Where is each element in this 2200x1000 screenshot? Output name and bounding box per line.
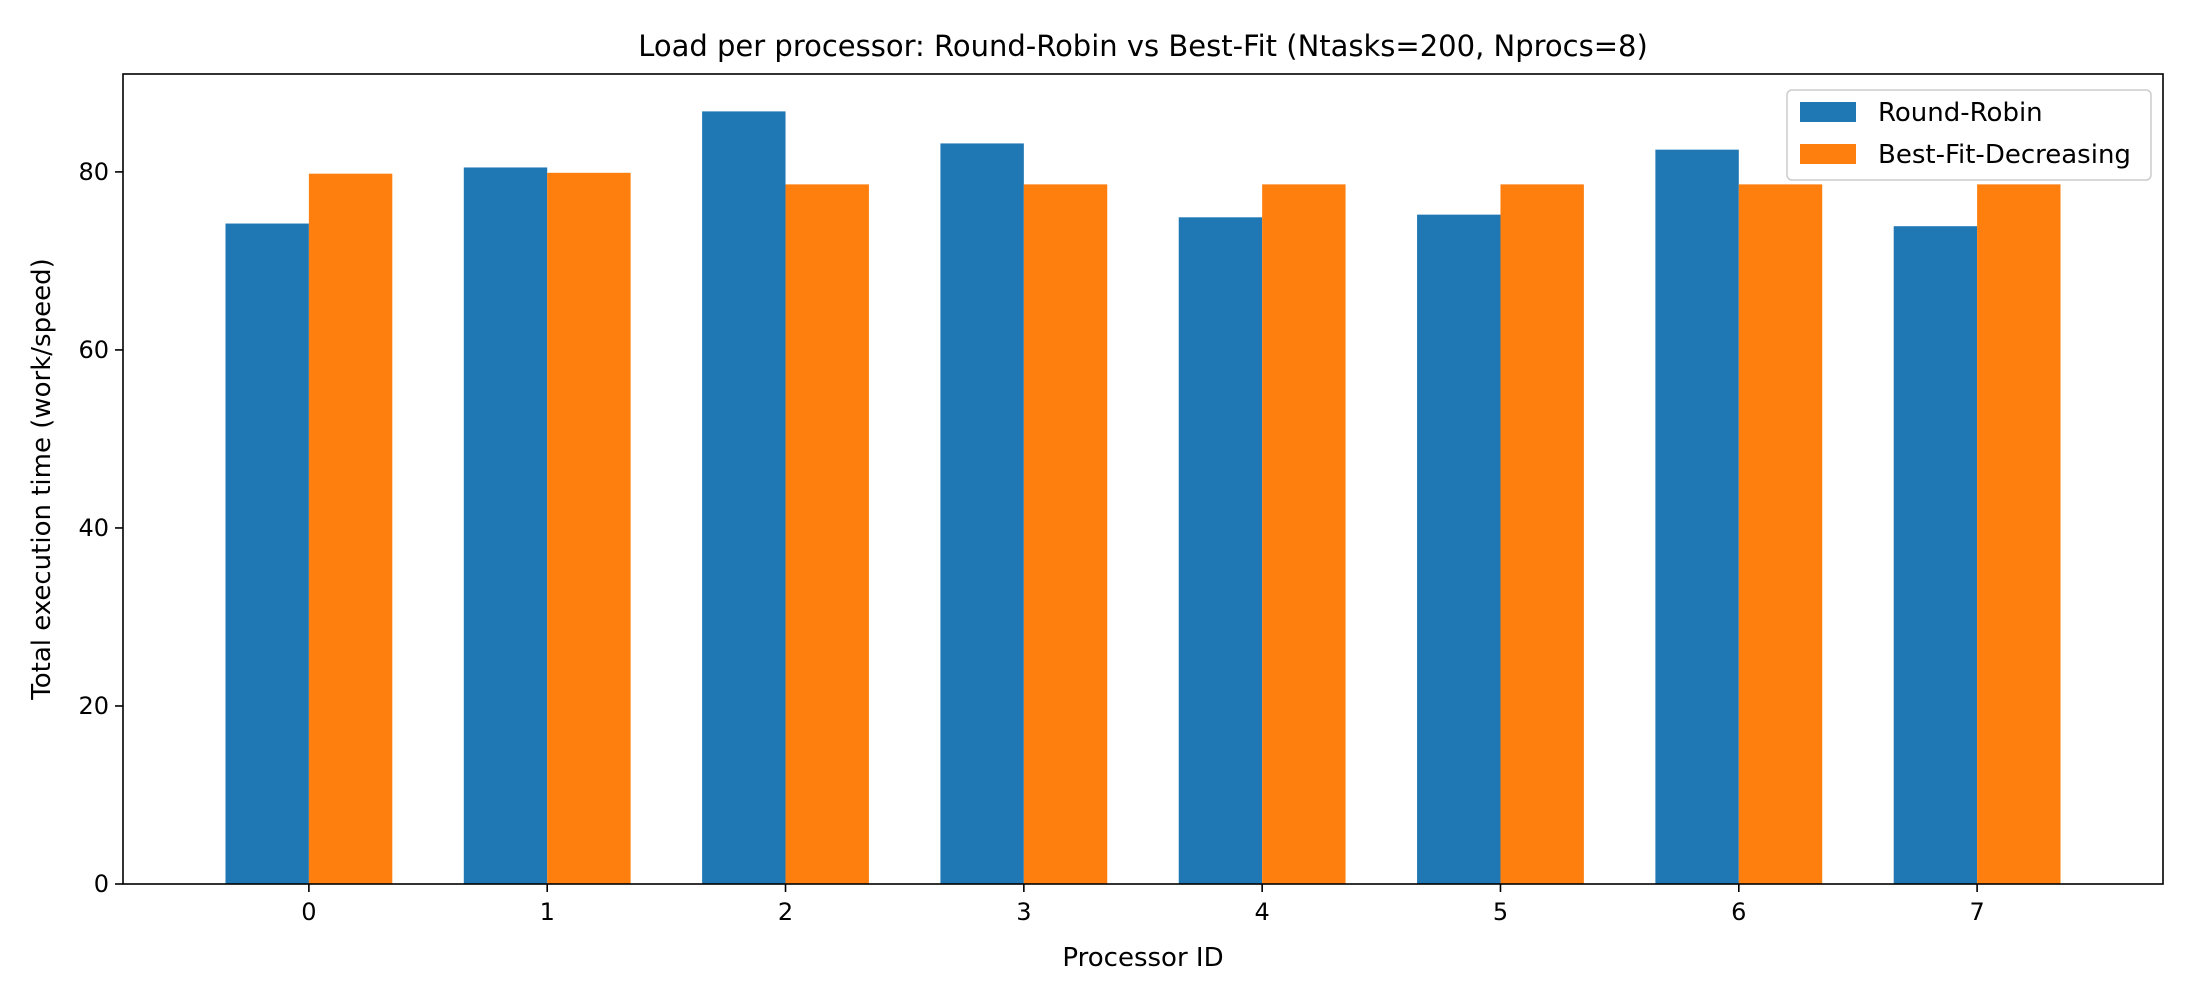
x-axis-label: Processor ID: [1062, 943, 1223, 973]
bars-group: [225, 111, 2061, 885]
bar-best-fit-decreasing-processor-4: [1262, 184, 1346, 884]
x-tick-label: 4: [1255, 898, 1270, 926]
legend-label-best-fit-decreasing: Best-Fit-Decreasing: [1878, 140, 2131, 170]
x-tick-label: 7: [1969, 898, 1984, 926]
legend-swatch-round-robin: [1800, 102, 1856, 122]
bar-best-fit-decreasing-processor-0: [308, 173, 393, 884]
legend: Round-Robin Best-Fit-Decreasing: [1786, 89, 2152, 181]
x-tick-label: 6: [1731, 898, 1746, 926]
bar-best-fit-decreasing-processor-6: [1738, 184, 1823, 884]
bar-round-robin-processor-3: [940, 143, 1024, 884]
legend-label-round-robin: Round-Robin: [1878, 98, 2043, 128]
y-axis-ticks: 0 20 40 60 80: [78, 158, 123, 898]
y-axis-label: Total execution time (work/speed): [27, 258, 57, 700]
bar-round-robin-processor-2: [702, 111, 786, 884]
bar-round-robin-processor-7: [1893, 226, 1978, 884]
bar-best-fit-decreasing-processor-1: [547, 172, 631, 885]
y-tick-label: 40: [78, 514, 109, 542]
bar-best-fit-decreasing-processor-7: [1977, 184, 2061, 884]
bar-round-robin-processor-0: [225, 223, 309, 885]
x-tick-label: 1: [540, 898, 555, 926]
legend-box: [1786, 89, 2152, 181]
plot-frame: [122, 73, 2164, 885]
bar-round-robin-processor-4: [1178, 217, 1263, 885]
y-tick-label: 20: [78, 692, 109, 720]
bar-round-robin-processor-6: [1655, 149, 1739, 884]
bar-round-robin-processor-5: [1417, 214, 1501, 885]
legend-swatch-best-fit-decreasing: [1800, 144, 1856, 164]
x-tick-label: 5: [1493, 898, 1508, 926]
bar-best-fit-decreasing-processor-5: [1500, 184, 1584, 884]
x-tick-label: 3: [1016, 898, 1031, 926]
bar-best-fit-decreasing-processor-2: [785, 184, 869, 884]
x-axis-ticks: 0 1 2 3 4 5 6 7: [301, 884, 1985, 926]
y-tick-label: 0: [94, 870, 109, 898]
chart-title: Load per processor: Round-Robin vs Best-…: [638, 29, 1648, 63]
bar-round-robin-processor-1: [463, 167, 548, 884]
x-tick-label: 2: [778, 898, 793, 926]
y-tick-label: 60: [78, 336, 109, 364]
bar-best-fit-decreasing-processor-3: [1023, 184, 1108, 884]
y-tick-label: 80: [78, 158, 109, 186]
x-tick-label: 0: [301, 898, 316, 926]
